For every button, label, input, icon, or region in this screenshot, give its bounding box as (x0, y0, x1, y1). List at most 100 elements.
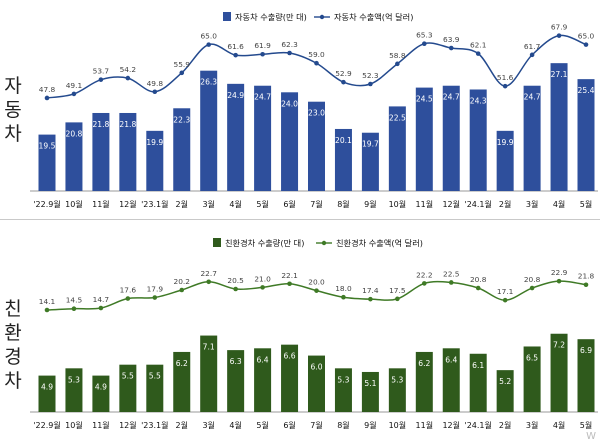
bar-value-label: 4.9 (95, 383, 107, 392)
line-point-group: 20.0 (308, 278, 325, 293)
bar (200, 70, 218, 191)
x-tick-label: '22.9월 (33, 199, 60, 209)
line-point-group: 67.9 (551, 23, 568, 38)
line-point-group: 61.9 (254, 41, 271, 57)
bar (523, 85, 541, 191)
x-tick-label: 2월 (176, 420, 188, 430)
line-point-group: 22.5 (443, 269, 460, 285)
bar (146, 364, 164, 412)
x-tick-label: 11월 (92, 420, 110, 430)
x-tick-label: 12월 (119, 420, 137, 430)
bar (281, 344, 299, 412)
line-point-group: 22.7 (200, 269, 217, 285)
bar (361, 132, 379, 191)
eco-side-label: 친 환 경 차 (0, 290, 26, 400)
legend-line-label: 자동차 수출액(억 달러) (334, 12, 413, 22)
x-tick-label: 7월 (310, 199, 322, 209)
x-tick-label: 5월 (256, 420, 268, 430)
line-value-label: 49.1 (66, 81, 83, 90)
line-value-label: 21.0 (254, 274, 271, 283)
line-point-group: 18.0 (335, 284, 352, 300)
line-point-group: 65.0 (578, 32, 595, 47)
bar-group: 5.3 (388, 368, 406, 412)
bar (92, 375, 110, 412)
bar-group: 6.9 (577, 339, 595, 412)
legend-bar-label: 자동차 수출량(만 대) (235, 12, 307, 22)
bar-value-label: 21.8 (92, 120, 109, 129)
line-value-label: 17.6 (120, 286, 137, 295)
bar (415, 87, 433, 191)
bar-value-label: 24.0 (281, 99, 298, 108)
x-tick-label: 11월 (92, 199, 110, 209)
line-point-group: 14.7 (93, 295, 109, 311)
line-point (287, 50, 292, 56)
auto-export-chart: 자동차 수출량(만 대) 자동차 수출액(억 달러) 19.5 20.8 21.8 21.… (30, 12, 598, 209)
bar-group: 24.7 (442, 85, 460, 191)
bar-value-label: 6.6 (284, 352, 296, 361)
line-point-group: 49.8 (147, 79, 164, 95)
bar-group: 24.7 (523, 85, 541, 191)
bar-group: 24.7 (254, 85, 271, 191)
line-point (395, 61, 400, 67)
line-value-label: 63.9 (443, 35, 460, 44)
bar-value-label: 5.3 (337, 375, 349, 384)
bar-group: 26.3 (200, 70, 218, 191)
x-tick-label: 2월 (176, 199, 188, 209)
line-point (475, 51, 481, 56)
bar (173, 351, 191, 412)
line-point-group: 17.9 (147, 285, 163, 300)
line-point (529, 52, 535, 58)
x-tick-label: 12월 (119, 199, 137, 209)
x-tick-label: 11월 (416, 199, 434, 209)
line-point (422, 281, 427, 286)
panel-divider (0, 219, 600, 220)
line-value-label: 58.8 (389, 51, 406, 60)
line-value-label: 61.9 (254, 41, 271, 50)
bar-value-label: 5.3 (391, 375, 403, 384)
x-tick-label: '22.9월 (33, 420, 60, 430)
bar-group: 6.2 (173, 351, 191, 412)
x-tick-label: 5월 (256, 199, 268, 209)
line-value-label: 62.3 (281, 40, 298, 49)
line-point (448, 45, 454, 51)
watermark: W (586, 431, 596, 442)
line-point-group: 20.8 (470, 275, 487, 291)
legend: 자동차 수출량(만 대) 자동차 수출액(억 달러) (223, 12, 413, 22)
x-tick-label: 4월 (229, 420, 241, 430)
bar-value-label: 24.7 (443, 93, 460, 102)
line-value-label: 67.9 (551, 23, 568, 32)
line-point-group: 54.2 (120, 65, 136, 81)
x-tick-label: '23.1월 (141, 199, 168, 209)
line-point (583, 42, 589, 47)
bar-group: 21.8 (92, 112, 110, 191)
line-value-label: 20.8 (524, 275, 541, 284)
eco-side-char: 경 (4, 346, 22, 368)
bar-group: 6.5 (523, 346, 541, 412)
bar (38, 134, 56, 191)
x-tick-label: '23.1월 (141, 420, 168, 430)
line-value-label: 22.2 (416, 270, 432, 279)
bar (119, 364, 137, 412)
bar (496, 130, 514, 191)
bar-value-label: 6.2 (176, 359, 188, 368)
bar (388, 368, 406, 412)
line-value-label: 51.6 (497, 73, 514, 82)
line-point (125, 75, 131, 81)
line-value-label: 61.6 (227, 42, 244, 51)
line-value-label: 20.5 (227, 276, 244, 285)
bar (227, 83, 245, 191)
legend: 친환경차 수출량(만 대) 친환경차 수출액(억 달러) (213, 238, 423, 248)
line-point-group: 20.8 (524, 275, 541, 291)
bar (334, 128, 352, 191)
line-value-label: 49.8 (147, 79, 164, 88)
line-point (368, 81, 373, 87)
line-value-label: 65.0 (578, 32, 595, 41)
line-value-label: 14.1 (39, 297, 56, 306)
line-point-group: 49.1 (66, 81, 83, 97)
x-tick-label: 9월 (364, 199, 376, 209)
line-point (260, 51, 265, 57)
bar-group: 22.3 (173, 108, 190, 191)
bar-value-label: 23.0 (308, 109, 325, 118)
x-tick-label: 10월 (389, 420, 407, 430)
bar-value-label: 5.2 (499, 377, 511, 386)
